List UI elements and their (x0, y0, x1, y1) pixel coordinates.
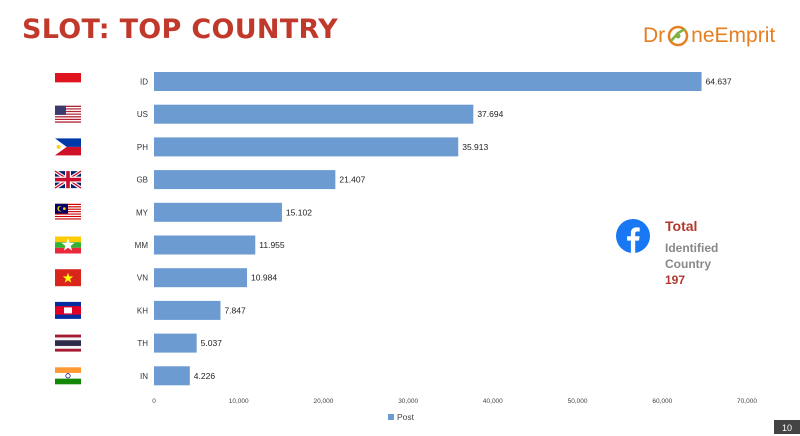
bar-us (154, 104, 474, 124)
bar-in (154, 366, 190, 386)
bar-id (154, 72, 702, 91)
x-tick-label: 50,000 (568, 398, 588, 405)
category-label: MY (136, 208, 149, 217)
bar-ph (154, 137, 459, 157)
logo-text-right: neEmprit (691, 24, 776, 47)
data-label: 37.694 (477, 109, 503, 119)
facebook-icon (616, 219, 650, 253)
bar-my (154, 202, 282, 222)
data-label: 21.407 (339, 175, 365, 185)
x-axis: 0 10,000 20,000 30,000 40,000 50,000 60,000 70,… (152, 398, 757, 405)
data-label: 64.637 (706, 77, 732, 87)
flag-cambodia-icon (55, 301, 81, 319)
page-number: 10 (774, 420, 800, 434)
flag-malaysia-icon (55, 203, 81, 221)
x-tick-label: 30,000 (398, 398, 418, 405)
category-label: PH (137, 143, 148, 152)
category-label: US (137, 110, 148, 119)
x-tick-label: 0 (152, 398, 156, 405)
flag-thailand-icon (55, 334, 81, 352)
data-label: 10.984 (251, 273, 277, 283)
category-label: ID (140, 78, 148, 87)
bar-vn (154, 268, 248, 288)
data-label: 7.847 (224, 305, 246, 315)
x-tick-label: 20,000 (313, 398, 333, 405)
legend: Post (388, 412, 415, 422)
category-label: TH (137, 339, 148, 348)
bar-gb (154, 170, 336, 190)
legend-swatch (388, 414, 394, 420)
x-tick-label: 10,000 (229, 398, 249, 405)
bar-kh (154, 300, 221, 320)
category-label: MM (135, 241, 149, 250)
total-title: Total (665, 218, 698, 234)
total-label-line2: Country (665, 257, 711, 271)
data-label: 4.226 (194, 371, 216, 381)
flag-philippines-icon (55, 138, 81, 156)
total-count: 197 (665, 273, 686, 287)
x-tick-label: 40,000 (483, 398, 503, 405)
data-label: 35.913 (462, 142, 488, 152)
x-tick-label: 70,000 (737, 398, 757, 405)
category-label: GB (136, 176, 148, 185)
total-summary: Total Identified Country 197 (665, 218, 718, 288)
total-label-line1: Identified (665, 241, 719, 255)
flag-united-states-icon (55, 105, 81, 123)
flag-myanmar-icon (55, 236, 81, 254)
bar-mm (154, 235, 256, 255)
x-tick-label: 60,000 (652, 398, 672, 405)
bars-layer: ID 64.637 US 37.694 PH 35.913 GB 21.407 MY 15.102… (135, 72, 732, 386)
data-label: 11.955 (259, 240, 285, 250)
category-label: VN (137, 274, 148, 283)
flag-united-kingdom-icon (54, 169, 82, 190)
drone-logo-icon (667, 25, 689, 47)
category-label: IN (140, 372, 148, 381)
logo-text-left: Dr (643, 24, 666, 47)
data-label: 5.037 (201, 338, 223, 348)
slide-title: SLOT: TOP COUNTRY (22, 14, 339, 45)
data-label: 15.102 (286, 207, 312, 217)
flag-india-icon (55, 367, 81, 385)
flag-vietnam-icon (55, 269, 81, 287)
flags-layer (54, 73, 82, 385)
legend-label: Post (397, 412, 415, 422)
droneemprit-logo: Dr neEmprit (643, 16, 775, 56)
category-label: KH (137, 306, 148, 315)
bar-th (154, 333, 197, 353)
flag-indonesia-icon (55, 73, 81, 83)
